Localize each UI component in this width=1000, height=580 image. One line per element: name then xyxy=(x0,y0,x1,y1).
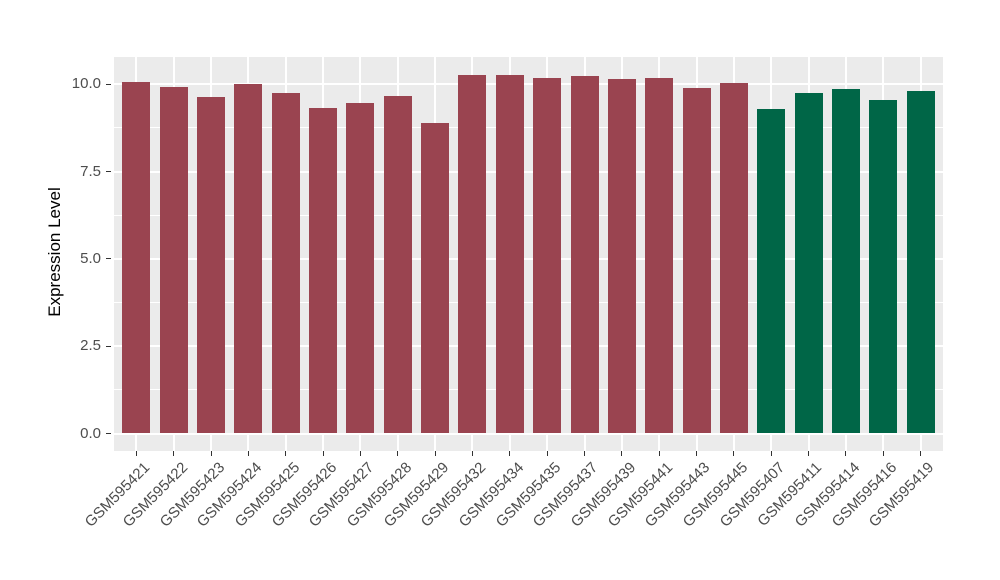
x-axis-tick xyxy=(322,451,324,456)
x-axis-tick xyxy=(135,451,137,456)
bar xyxy=(533,77,562,434)
y-axis-tick xyxy=(106,345,111,347)
major-gridline xyxy=(114,170,943,173)
bar xyxy=(122,82,151,434)
x-axis-tick xyxy=(247,451,249,456)
bar xyxy=(234,84,263,434)
y-tick-label: 10.0 xyxy=(71,75,101,93)
bar xyxy=(458,74,487,434)
bar xyxy=(159,86,188,434)
bar xyxy=(757,109,786,434)
x-axis-tick xyxy=(882,451,884,456)
bar xyxy=(645,78,674,434)
bar xyxy=(197,96,226,434)
bar xyxy=(421,122,450,434)
x-axis-tick xyxy=(509,451,511,456)
x-axis-tick xyxy=(434,451,436,456)
x-axis-tick xyxy=(733,451,735,456)
x-axis-tick xyxy=(471,451,473,456)
minor-gridline xyxy=(114,214,943,216)
major-gridline xyxy=(114,257,943,260)
major-gridline xyxy=(114,432,943,435)
bar xyxy=(570,76,599,434)
x-axis-tick xyxy=(696,451,698,456)
x-axis-tick xyxy=(621,451,623,456)
y-tick-label: 0.0 xyxy=(80,424,101,442)
x-axis-tick xyxy=(210,451,212,456)
y-tick-label: 7.5 xyxy=(80,162,101,180)
plot-panel xyxy=(114,57,943,451)
y-axis-title: Expression Level xyxy=(45,187,64,317)
y-axis-tick xyxy=(106,171,111,173)
bar xyxy=(831,89,860,434)
x-axis-tick xyxy=(173,451,175,456)
x-axis-tick xyxy=(285,451,287,456)
major-gridline xyxy=(114,83,943,86)
minor-gridline xyxy=(114,302,943,303)
bar xyxy=(383,96,412,434)
bar xyxy=(607,78,636,434)
bar xyxy=(719,82,748,434)
bar xyxy=(906,90,935,434)
x-axis-tick xyxy=(658,451,660,456)
x-axis-tick xyxy=(397,451,399,456)
y-axis-tick xyxy=(106,433,111,434)
x-axis-tick xyxy=(584,451,585,456)
bar xyxy=(309,108,338,434)
y-tick-label: 5.0 xyxy=(80,249,101,267)
minor-gridline xyxy=(114,127,943,129)
x-axis-tick xyxy=(845,451,847,456)
y-axis-tick xyxy=(106,83,111,85)
y-tick-label: 2.5 xyxy=(80,337,101,355)
x-axis-tick xyxy=(359,451,361,456)
bar xyxy=(346,103,375,434)
x-axis-tick xyxy=(546,451,548,456)
bar xyxy=(869,99,898,434)
x-axis-tick xyxy=(770,451,772,456)
bar xyxy=(495,74,524,434)
y-axis-tick xyxy=(106,258,111,260)
x-axis-tick xyxy=(808,451,810,456)
bar xyxy=(271,92,300,434)
x-axis-tick xyxy=(920,451,922,456)
bar xyxy=(682,87,711,434)
minor-gridline xyxy=(114,389,943,391)
major-gridline xyxy=(114,345,943,348)
bar xyxy=(794,93,823,434)
